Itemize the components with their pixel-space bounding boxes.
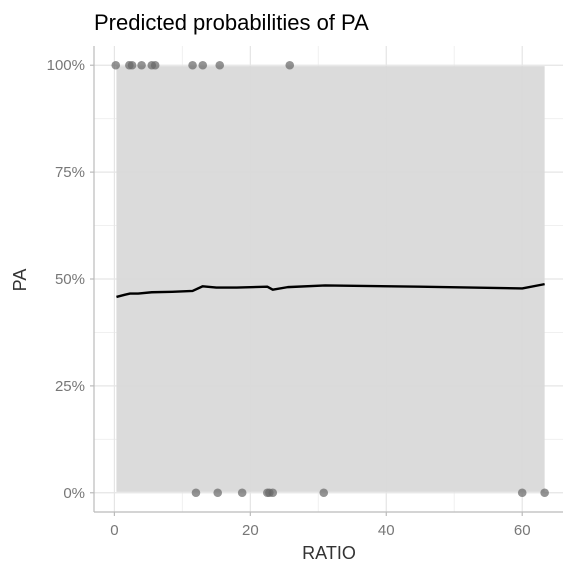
data-point <box>191 488 201 498</box>
data-point <box>188 60 197 70</box>
data-point <box>215 60 225 70</box>
x-tick-label: 0 <box>110 522 118 539</box>
y-tick-label: 75% <box>55 164 85 181</box>
confidence-band-area <box>116 66 545 492</box>
data-point <box>268 488 278 498</box>
data-point <box>285 60 295 70</box>
data-point <box>150 60 160 70</box>
y-tick-label: 0% <box>63 485 85 502</box>
y-tick-label: 50% <box>55 271 85 288</box>
data-point <box>540 488 549 498</box>
x-axis-title: RATIO <box>302 543 356 563</box>
data-point <box>111 60 121 70</box>
series-line <box>116 282 545 299</box>
data-point <box>213 488 223 498</box>
data-point <box>137 60 146 70</box>
confidence-band <box>116 66 545 492</box>
data-point <box>319 488 329 498</box>
y-tick-label: 100% <box>47 57 85 74</box>
x-ticks: 0 20 40 60 <box>110 512 531 539</box>
points-group <box>111 60 549 498</box>
data-point <box>517 488 527 498</box>
y-ticks: 0% 25% 50% 75% 100% <box>47 57 94 502</box>
series-group <box>116 282 545 299</box>
x-tick-label: 40 <box>378 522 395 539</box>
x-tick-label: 20 <box>242 522 259 539</box>
y-axis-title: PA <box>10 269 30 292</box>
data-point <box>237 488 247 498</box>
chart-title: Predicted probabilities of PA <box>94 10 369 35</box>
data-point <box>127 60 137 70</box>
data-point <box>198 60 208 70</box>
y-tick-label: 25% <box>55 378 85 395</box>
x-tick-label: 60 <box>514 522 531 539</box>
